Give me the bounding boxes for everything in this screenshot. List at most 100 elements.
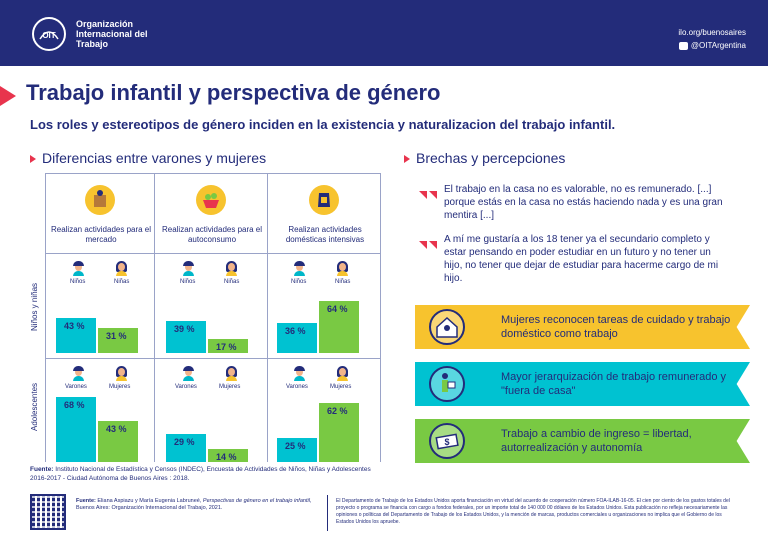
bar-value-label: 39 % <box>174 324 195 334</box>
bar-mujeres-1 <box>208 449 248 462</box>
teen-boy-icon <box>292 366 306 381</box>
right-section-heading-text: Brechas y percepciones <box>416 150 566 166</box>
twitter-icon <box>678 41 688 50</box>
band-care-work: Mujeres reconocen tareas de cuidado y tr… <box>415 305 750 349</box>
right-section-heading: Brechas y percepciones <box>404 150 565 166</box>
logo-text: OIT <box>42 31 55 40</box>
footer-source-pub: Buenos Aires: Organización Internacional… <box>76 505 223 511</box>
kid-label: Mujeres <box>219 384 241 390</box>
bar-value-label: 14 % <box>216 452 237 462</box>
bar-niñas-1 <box>208 339 248 353</box>
bar-varones-1 <box>166 434 206 462</box>
band-text: Mayor jerarquización de trabajo remunera… <box>501 371 727 397</box>
girl-icon <box>114 261 128 276</box>
bar-mujeres-2 <box>319 403 359 462</box>
quote-mark-icon <box>419 236 439 249</box>
band-text: Mujeres reconocen tareas de cuidado y tr… <box>501 314 731 340</box>
box-icon <box>85 185 115 215</box>
band-freedom: $ Trabajo a cambio de ingreso = libertad… <box>415 419 750 463</box>
svg-text:$: $ <box>444 437 449 447</box>
quote-1: El trabajo en la casa no es valorable, n… <box>444 184 723 221</box>
kid-label: Niñas <box>114 279 130 285</box>
page-title: Trabajo infantil y perspectiva de género <box>26 80 441 105</box>
oit-logo-icon: OIT <box>32 17 66 51</box>
boy-icon <box>181 261 195 276</box>
money-icon: $ <box>429 423 465 459</box>
kid-label: Varones <box>65 384 87 390</box>
grid-line <box>45 173 46 462</box>
page-subtitle: Los roles y estereotipos de género incid… <box>30 117 616 132</box>
bar-value-label: 68 % <box>64 400 85 410</box>
footer-disclaimer: El Departamento de Trabajo de los Estado… <box>336 498 730 525</box>
footer-source: Fuente: Eliana Aspiazu y María Eugenia L… <box>76 498 321 512</box>
bar-niñas-2 <box>319 301 359 353</box>
teen-boy-icon <box>181 366 195 381</box>
title-arrow-icon <box>0 86 16 106</box>
category-label: Realizan actividades para el mercado <box>50 225 152 244</box>
girl-icon <box>335 261 349 276</box>
left-section-heading: Diferencias entre varones y mujeres <box>30 150 266 166</box>
quote-2: A mí me gustaría a los 18 tener ya el se… <box>444 234 719 284</box>
bar-value-label: 36 % <box>285 326 306 336</box>
bar-value-label: 43 % <box>106 424 127 434</box>
teen-boy-icon <box>71 366 85 381</box>
left-source: Fuente: Instituto Nacional de Estadístic… <box>30 465 380 483</box>
twitter-handle[interactable]: @OITArgentina <box>678 39 746 52</box>
kid-label: Varones <box>286 384 308 390</box>
boy-icon <box>71 261 85 276</box>
worker-carrying-box-icon <box>429 366 465 402</box>
cleaning-glove-icon <box>309 185 339 215</box>
band-paid-work: Mayor jerarquización de trabajo remunera… <box>415 362 750 406</box>
qr-code[interactable] <box>30 494 66 530</box>
row-label-teens: Adolescentes <box>30 382 39 431</box>
twitter-text: @OITArgentina <box>690 41 746 50</box>
kid-label: Niños <box>70 279 86 285</box>
bar-value-label: 25 % <box>285 441 306 451</box>
quote-mark-icon <box>419 186 439 199</box>
bar-mujeres-0 <box>98 421 138 462</box>
grid-line <box>267 173 268 462</box>
teen-girl-icon <box>224 366 238 381</box>
footer-source-authors: Eliana Aspiazu y María Eugenia Labruneé, <box>97 498 203 504</box>
bar-niños-2 <box>277 323 317 353</box>
org-name: Organización Internacional del Trabajo <box>76 19 148 49</box>
category-label: Realizan actividades para el autoconsumo <box>161 225 263 244</box>
bar-varones-2 <box>277 438 317 462</box>
teen-girl-icon <box>335 366 349 381</box>
kid-label: Niños <box>291 279 307 285</box>
bar-value-label: 43 % <box>64 321 85 331</box>
section-bullet-icon <box>404 155 410 164</box>
section-bullet-icon <box>30 155 36 164</box>
kid-label: Mujeres <box>109 384 131 390</box>
bar-value-label: 62 % <box>327 406 348 416</box>
kid-label: Mujeres <box>330 384 352 390</box>
source-text: Instituto Nacional de Estadística y Cens… <box>30 466 371 482</box>
bar-niños-0 <box>56 318 96 353</box>
kid-label: Varones <box>175 384 197 390</box>
row-label-children: Niños y niñas <box>30 282 39 331</box>
footer-source-work: Perspectivas de género en el trabajo inf… <box>202 498 312 504</box>
kid-label: Niñas <box>335 279 351 285</box>
bar-value-label: 64 % <box>327 304 348 314</box>
kid-label: Niñas <box>224 279 240 285</box>
house-person-icon <box>429 309 465 345</box>
bar-niñas-0 <box>98 328 138 353</box>
category-label: Realizan actividades domésticas intensiv… <box>285 225 365 244</box>
teen-girl-icon <box>114 366 128 381</box>
source-label: Fuente: <box>30 466 54 473</box>
grid-line <box>380 173 381 462</box>
bar-varones-0 <box>56 397 96 462</box>
vegetable-basket-icon <box>196 185 226 215</box>
header-bar: OIT Organización Internacional del Traba… <box>0 0 768 66</box>
website-link[interactable]: ilo.org/buenosaires <box>678 28 746 37</box>
left-section-heading-text: Diferencias entre varones y mujeres <box>42 150 267 166</box>
bar-value-label: 31 % <box>106 331 127 341</box>
grid-line <box>45 358 381 359</box>
footer-divider <box>327 495 328 531</box>
bar-value-label: 29 % <box>174 437 195 447</box>
header-contact: ilo.org/buenosaires @OITArgentina <box>678 26 746 52</box>
kid-label: Niños <box>180 279 196 285</box>
boy-icon <box>292 261 306 276</box>
bar-value-label: 17 % <box>216 342 237 352</box>
girl-icon <box>224 261 238 276</box>
